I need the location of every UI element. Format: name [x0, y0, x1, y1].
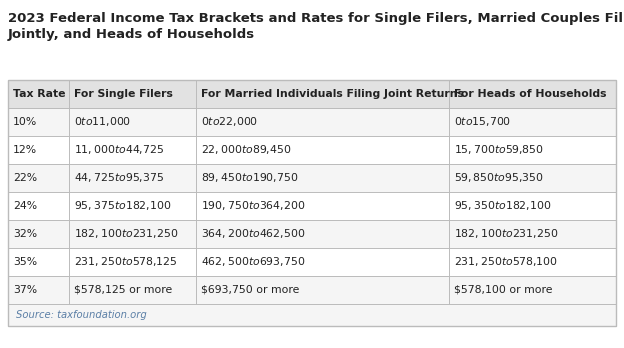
Text: For Single Filers: For Single Filers: [74, 89, 173, 99]
Text: 2023 Federal Income Tax Brackets and Rates for Single Filers, Married Couples Fi: 2023 Federal Income Tax Brackets and Rat…: [8, 12, 624, 25]
Text: $231,250 to $578,125: $231,250 to $578,125: [74, 255, 177, 269]
Text: $462,500 to $693,750: $462,500 to $693,750: [202, 255, 306, 269]
Text: $89,450 to $190,750: $89,450 to $190,750: [202, 172, 299, 184]
Bar: [8, 136, 616, 164]
Bar: [8, 80, 616, 326]
Text: $0 to $22,000: $0 to $22,000: [202, 116, 259, 128]
Text: $22,000 to $89,450: $22,000 to $89,450: [202, 143, 292, 157]
Text: $15,700 to $59,850: $15,700 to $59,850: [454, 143, 544, 157]
Text: $95,350 to $182,100: $95,350 to $182,100: [454, 199, 551, 213]
Text: $59,850 to $95,350: $59,850 to $95,350: [454, 172, 544, 184]
Bar: [8, 220, 616, 248]
Text: Source: taxfoundation.org: Source: taxfoundation.org: [16, 310, 147, 320]
Text: 22%: 22%: [13, 173, 37, 183]
Text: 10%: 10%: [13, 117, 37, 127]
Text: For Heads of Households: For Heads of Households: [454, 89, 607, 99]
Bar: [8, 80, 616, 108]
Text: $364,200 to $462,500: $364,200 to $462,500: [202, 228, 306, 240]
Bar: [8, 276, 616, 304]
Text: $182,100 to $231,250: $182,100 to $231,250: [74, 228, 178, 240]
Bar: [8, 304, 616, 326]
Text: 24%: 24%: [13, 201, 37, 211]
Text: For Married Individuals Filing Joint Returns: For Married Individuals Filing Joint Ret…: [202, 89, 464, 99]
Text: $44,725 to $95,375: $44,725 to $95,375: [74, 172, 164, 184]
Text: $693,750 or more: $693,750 or more: [202, 285, 300, 295]
Text: 12%: 12%: [13, 145, 37, 155]
Text: 32%: 32%: [13, 229, 37, 239]
Text: $11,000 to $44,725: $11,000 to $44,725: [74, 143, 164, 157]
Bar: [8, 108, 616, 136]
Text: Tax Rate: Tax Rate: [13, 89, 66, 99]
Text: 37%: 37%: [13, 285, 37, 295]
Text: $578,100 or more: $578,100 or more: [454, 285, 552, 295]
Text: $231,250 to $578,100: $231,250 to $578,100: [454, 255, 557, 269]
Bar: [8, 164, 616, 192]
Text: $95,375 to $182,100: $95,375 to $182,100: [74, 199, 171, 213]
Text: $190,750 to $364,200: $190,750 to $364,200: [202, 199, 306, 213]
Text: Jointly, and Heads of Households: Jointly, and Heads of Households: [8, 28, 255, 41]
Text: 35%: 35%: [13, 257, 37, 267]
Text: $182,100 to $231,250: $182,100 to $231,250: [454, 228, 558, 240]
Text: $0 to $11,000: $0 to $11,000: [74, 116, 131, 128]
Bar: [8, 248, 616, 276]
Text: $0 to $15,700: $0 to $15,700: [454, 116, 511, 128]
Text: $578,125 or more: $578,125 or more: [74, 285, 172, 295]
Bar: [8, 192, 616, 220]
